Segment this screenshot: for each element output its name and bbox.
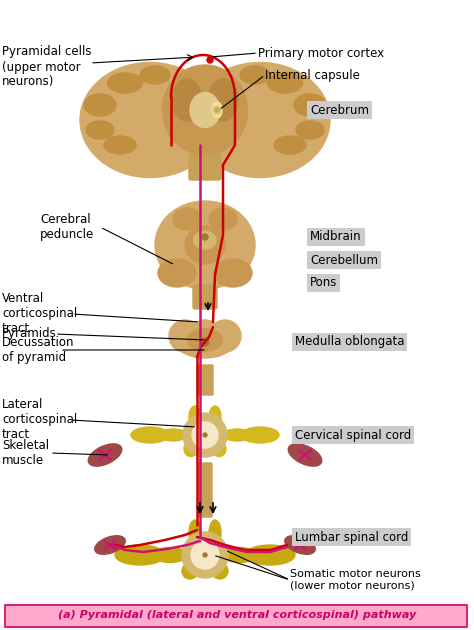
Ellipse shape xyxy=(214,259,252,287)
Text: (a) Pyramidal (lateral and ventral corticospinal) pathway: (a) Pyramidal (lateral and ventral corti… xyxy=(58,610,416,620)
Text: Cerebral
peduncle: Cerebral peduncle xyxy=(40,213,94,241)
Ellipse shape xyxy=(185,226,225,264)
Ellipse shape xyxy=(241,427,279,443)
Text: Pyramidal cells
(upper motor
neurons): Pyramidal cells (upper motor neurons) xyxy=(2,45,91,88)
Ellipse shape xyxy=(80,62,220,178)
Ellipse shape xyxy=(296,121,324,139)
Text: Medulla oblongata: Medulla oblongata xyxy=(295,336,404,348)
Ellipse shape xyxy=(294,94,326,116)
Ellipse shape xyxy=(245,545,295,565)
Ellipse shape xyxy=(140,66,170,84)
Text: Somatic motor neurons
(lower motor neurons): Somatic motor neurons (lower motor neuro… xyxy=(290,569,421,591)
Circle shape xyxy=(207,57,213,63)
Circle shape xyxy=(169,320,201,352)
Text: Lumbar spinal cord: Lumbar spinal cord xyxy=(295,530,409,544)
Ellipse shape xyxy=(208,79,238,121)
Ellipse shape xyxy=(86,121,114,139)
Circle shape xyxy=(209,320,241,352)
Ellipse shape xyxy=(223,429,251,441)
Text: Pyramids: Pyramids xyxy=(2,328,57,340)
Circle shape xyxy=(201,338,209,346)
Ellipse shape xyxy=(267,73,302,93)
Circle shape xyxy=(182,532,228,578)
Ellipse shape xyxy=(274,136,306,154)
Ellipse shape xyxy=(88,444,122,466)
Ellipse shape xyxy=(184,442,198,457)
FancyBboxPatch shape xyxy=(197,365,213,395)
Text: Cerebellum: Cerebellum xyxy=(310,253,378,266)
Ellipse shape xyxy=(115,545,165,565)
Ellipse shape xyxy=(223,547,257,563)
Circle shape xyxy=(215,108,219,112)
Text: Decussation
of pyramid: Decussation of pyramid xyxy=(2,336,74,364)
Circle shape xyxy=(192,422,218,448)
Ellipse shape xyxy=(153,547,187,563)
FancyBboxPatch shape xyxy=(189,154,221,180)
Ellipse shape xyxy=(95,536,125,554)
Circle shape xyxy=(203,433,207,437)
Ellipse shape xyxy=(163,65,247,155)
Text: Skeletal
muscle: Skeletal muscle xyxy=(2,439,49,467)
Ellipse shape xyxy=(155,201,255,289)
Ellipse shape xyxy=(108,73,143,93)
Ellipse shape xyxy=(209,208,237,230)
Ellipse shape xyxy=(189,406,201,428)
Ellipse shape xyxy=(84,94,116,116)
Ellipse shape xyxy=(212,442,226,457)
Ellipse shape xyxy=(104,136,136,154)
Circle shape xyxy=(191,541,219,569)
FancyBboxPatch shape xyxy=(198,463,212,517)
Text: Primary motor cortex: Primary motor cortex xyxy=(258,47,384,59)
Ellipse shape xyxy=(158,259,196,287)
Ellipse shape xyxy=(288,444,322,466)
FancyBboxPatch shape xyxy=(5,605,467,627)
Text: Pons: Pons xyxy=(310,277,337,290)
Text: Ventral
corticospinal
tract: Ventral corticospinal tract xyxy=(2,292,77,336)
Ellipse shape xyxy=(189,520,201,546)
Ellipse shape xyxy=(190,62,330,178)
Circle shape xyxy=(203,553,207,557)
Circle shape xyxy=(189,320,221,352)
Ellipse shape xyxy=(209,406,221,428)
Circle shape xyxy=(183,413,227,457)
Ellipse shape xyxy=(173,208,201,230)
Text: Cervical spinal cord: Cervical spinal cord xyxy=(295,428,411,442)
Ellipse shape xyxy=(190,93,220,127)
FancyBboxPatch shape xyxy=(193,285,217,309)
Circle shape xyxy=(202,234,208,240)
Ellipse shape xyxy=(285,536,315,554)
Ellipse shape xyxy=(131,427,169,443)
Ellipse shape xyxy=(212,102,222,118)
Ellipse shape xyxy=(182,563,198,579)
Ellipse shape xyxy=(188,329,222,351)
Text: Midbrain: Midbrain xyxy=(310,231,362,244)
Ellipse shape xyxy=(194,231,216,249)
Ellipse shape xyxy=(209,520,221,546)
Circle shape xyxy=(213,106,221,114)
Text: Cerebrum: Cerebrum xyxy=(310,103,369,117)
Ellipse shape xyxy=(172,79,202,121)
Text: Internal capsule: Internal capsule xyxy=(265,69,360,81)
Ellipse shape xyxy=(176,326,234,358)
Ellipse shape xyxy=(212,563,228,579)
Ellipse shape xyxy=(159,429,187,441)
Text: Lateral
corticospinal
tract: Lateral corticospinal tract xyxy=(2,399,77,442)
Ellipse shape xyxy=(240,66,270,84)
